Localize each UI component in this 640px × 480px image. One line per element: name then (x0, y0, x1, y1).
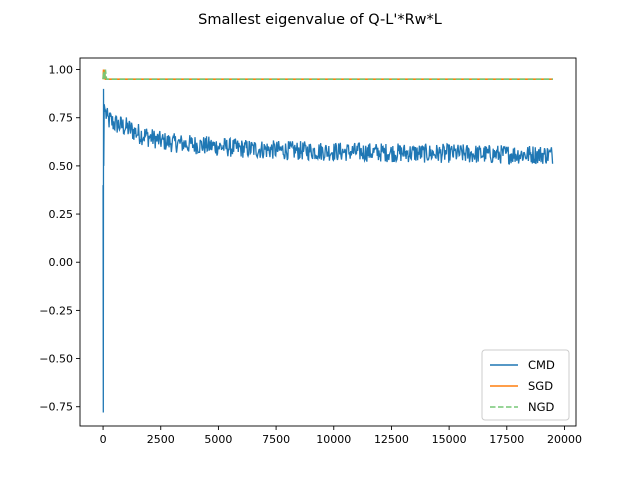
y-tick-label: 0.50 (49, 160, 74, 173)
legend-label-ngd: NGD (528, 400, 555, 414)
x-tick-label: 12500 (374, 433, 409, 446)
y-tick-label: 0.25 (49, 208, 74, 221)
x-tick-label: 17500 (489, 433, 524, 446)
plot-area (102, 69, 554, 413)
x-tick-label: 5000 (204, 433, 232, 446)
series-line-cmd (102, 88, 554, 413)
axes-frame (79, 57, 577, 427)
x-tick-label: 2500 (147, 433, 175, 446)
legend-box (481, 349, 570, 421)
x-tick-label: 0 (100, 433, 107, 446)
series-line-sgd (102, 69, 553, 80)
y-tick-label: −0.25 (39, 304, 73, 317)
chart-title: Smallest eigenvalue of Q-L'*Rw*L (198, 12, 442, 28)
y-tick-label: 1.00 (49, 64, 74, 77)
x-tick-label: 20000 (547, 433, 582, 446)
axes: 0 2500 5000 7500 10000 12500 15000 17500 20000 −0… (39, 57, 582, 446)
legend: CMD SGD NGD (481, 349, 570, 421)
y-tick-label: −0.50 (39, 353, 73, 366)
y-tick-label: 0.00 (49, 256, 74, 269)
legend-label-cmd: CMD (528, 358, 555, 372)
x-tick-label: 15000 (432, 433, 467, 446)
y-tick-label: −0.75 (39, 401, 73, 414)
series-line-ngd (102, 69, 553, 80)
x-tick-label: 7500 (262, 433, 290, 446)
y-tick-label: 0.75 (49, 112, 74, 125)
legend-label-sgd: SGD (528, 379, 553, 393)
x-tick-label: 10000 (316, 433, 351, 446)
